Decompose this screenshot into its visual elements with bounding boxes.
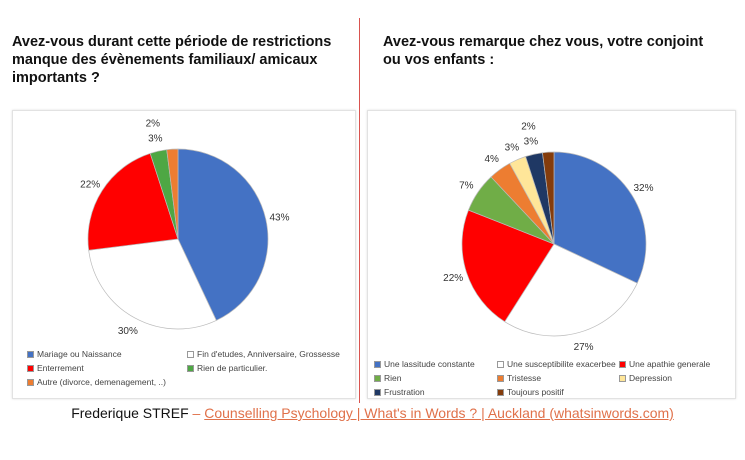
- pie-slice: [553, 151, 647, 284]
- pie-left: 43% 30% 22% 3% 2%: [80, 119, 289, 337]
- legend-label: Rien: [384, 373, 402, 383]
- legend-swatch: [619, 360, 626, 368]
- legend-label: Une susceptibilite exacerbee: [507, 359, 616, 369]
- legend-label: Depression: [629, 373, 672, 383]
- legend-item: Fin d'etudes, Anniversaire, Grossesse: [187, 349, 357, 359]
- legend-label: Rien de particulier.: [197, 363, 268, 373]
- legend-item: Tristesse: [497, 373, 619, 383]
- legend-label: Toujours positif: [507, 387, 564, 397]
- chart-title-right: Avez-vous remarque chez vous, votre conj…: [383, 34, 704, 68]
- data-label: 3%: [524, 137, 539, 148]
- data-label: 7%: [459, 180, 474, 191]
- legend-left: Mariage ou Naissance Fin d'etudes, Annive…: [27, 349, 357, 387]
- legend-label: Mariage ou Naissance: [37, 349, 122, 359]
- legend-swatch: [497, 374, 504, 382]
- chart-right: 32% 27% 22% 7% 4% 3% 3% 2% Une lassitude consta…: [367, 110, 736, 399]
- legend-item: Rien: [374, 373, 497, 383]
- data-label: 43%: [269, 212, 289, 223]
- pie-slice: [461, 209, 555, 323]
- data-label: 32%: [633, 183, 653, 194]
- legend-label: Autre (divorce, demenagement, ..): [37, 377, 166, 387]
- legend-label: Une lassitude constante: [384, 359, 475, 369]
- legend-swatch: [187, 350, 194, 358]
- pie-slice: [87, 152, 179, 251]
- legend-swatch: [619, 374, 626, 382]
- legend-item: Autre (divorce, demenagement, ..): [27, 377, 187, 387]
- chart-left: 43% 30% 22% 3% 2% Mariage ou Naissance Fin d'…: [12, 110, 356, 399]
- footer-author: Frederique STREF: [71, 405, 189, 421]
- pie-slice: [88, 238, 217, 330]
- legend-item: Une apathie generale: [619, 359, 739, 369]
- footer: Frederique STREF – Counselling Psycholog…: [0, 405, 745, 421]
- data-label: 3%: [148, 134, 163, 145]
- legend-item: Toujours positif: [497, 387, 619, 397]
- data-label: 27%: [574, 342, 594, 353]
- data-label: 4%: [484, 154, 499, 165]
- legend-swatch: [27, 350, 34, 358]
- data-label: 22%: [80, 179, 100, 190]
- legend-swatch: [497, 388, 504, 396]
- legend-swatch: [497, 360, 504, 368]
- chart-title-left: Avez-vous durant cette période de restri…: [12, 34, 332, 86]
- legend-item: Enterrement: [27, 363, 187, 373]
- legend-swatch: [374, 374, 381, 382]
- pie-slice: [166, 148, 179, 240]
- legend-swatch: [187, 364, 194, 372]
- legend-swatch: [374, 388, 381, 396]
- legend-label: Tristesse: [507, 373, 542, 383]
- legend-item: Depression: [619, 373, 739, 383]
- legend-label: Enterrement: [37, 363, 84, 373]
- legend-item: Une susceptibilite exacerbee: [497, 359, 619, 369]
- footer-sep: –: [188, 405, 205, 421]
- legend-item: Rien de particulier.: [187, 363, 357, 373]
- footer-link[interactable]: Counselling Psychology | What's in Words…: [204, 405, 674, 421]
- legend-item: Frustration: [374, 387, 497, 397]
- legend-item: Mariage ou Naissance: [27, 349, 187, 359]
- data-label: 2%: [146, 119, 161, 130]
- legend-swatch: [27, 378, 34, 386]
- data-label: 30%: [118, 326, 138, 337]
- pie-slice: [177, 148, 269, 321]
- legend-right: Une lassitude constante Une susceptibilit…: [374, 359, 739, 397]
- legend-label: Une apathie generale: [629, 359, 711, 369]
- divider: [359, 18, 360, 403]
- pie-right: 32%27%22%7%4%3%3%2%: [443, 122, 653, 353]
- legend-item: Une lassitude constante: [374, 359, 497, 369]
- legend-swatch: [27, 364, 34, 372]
- data-label: 22%: [443, 273, 463, 284]
- legend-label: Frustration: [384, 387, 425, 397]
- data-label: 3%: [505, 143, 520, 154]
- pie-slice: [542, 151, 555, 245]
- pie-slice: [504, 243, 638, 337]
- legend-label: Fin d'etudes, Anniversaire, Grossesse: [197, 349, 340, 359]
- data-label: 2%: [521, 122, 536, 133]
- legend-swatch: [374, 360, 381, 368]
